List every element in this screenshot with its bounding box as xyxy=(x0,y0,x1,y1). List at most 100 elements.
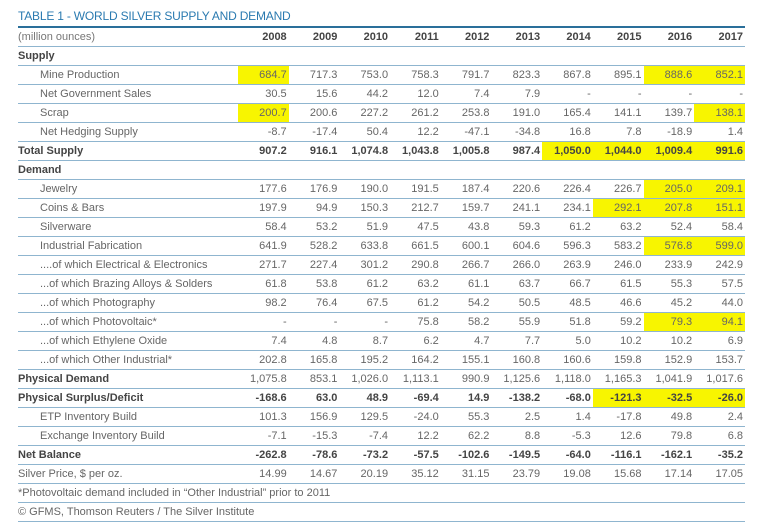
value-cell: 7.4 xyxy=(238,331,289,351)
value-cell: 15.68 xyxy=(592,464,644,484)
value-cell: -34.8 xyxy=(491,122,543,142)
table-row: Total Supply 907.2 916.1 1,074.8 1,043.8 1,00… xyxy=(18,141,745,161)
value-cell: 1,074.8 xyxy=(339,141,391,161)
value-cell: 14.9 xyxy=(440,388,492,408)
value-cell: 159.8 xyxy=(592,350,644,370)
value-cell: 129.5 xyxy=(339,407,391,427)
highlighted-cell: 1,044.0 xyxy=(592,141,644,161)
value-cell: 101.3 xyxy=(238,407,289,427)
value-cell: -5.3 xyxy=(542,426,593,446)
highlighted-cell: 1,009.4 xyxy=(643,141,695,161)
value-cell: -8.7 xyxy=(238,122,289,142)
value-cell: 263.9 xyxy=(542,255,593,275)
value-cell: 49.8 xyxy=(643,407,695,427)
value-cell: 98.2 xyxy=(238,293,289,313)
highlighted-cell: -32.5 xyxy=(643,388,695,408)
value-cell: 43.8 xyxy=(440,217,492,237)
value-cell: 987.4 xyxy=(491,141,543,161)
year-header: 2011 xyxy=(390,27,441,47)
value-cell: 47.5 xyxy=(390,217,441,237)
value-cell: 55.3 xyxy=(440,407,492,427)
value-cell: 55.9 xyxy=(491,312,543,332)
row-label: Supply xyxy=(18,46,745,66)
row-label: Jewelry xyxy=(18,179,238,199)
value-cell: - xyxy=(288,312,340,332)
value-cell: -78.6 xyxy=(288,445,340,465)
value-cell: -24.0 xyxy=(390,407,441,427)
value-cell: -262.8 xyxy=(238,445,289,465)
row-label: Net Government Sales xyxy=(18,84,238,104)
value-cell: -138.2 xyxy=(491,388,543,408)
value-cell: 61.2 xyxy=(339,274,391,294)
value-cell: 246.0 xyxy=(592,255,644,275)
value-cell: 596.3 xyxy=(542,236,593,256)
value-cell: 916.1 xyxy=(288,141,340,161)
value-cell: 155.1 xyxy=(440,350,492,370)
value-cell: 12.2 xyxy=(390,426,441,446)
value-cell: 233.9 xyxy=(643,255,695,275)
table-row: Exchange Inventory Build -7.1 -15.3 -7.4 12.… xyxy=(18,426,745,446)
value-cell: -68.0 xyxy=(542,388,593,408)
value-cell: 241.1 xyxy=(491,198,543,218)
table-row: Silver Price, $ per oz. 14.99 14.67 20.19 35… xyxy=(18,464,745,484)
value-cell: 66.7 xyxy=(542,274,593,294)
value-cell: 75.8 xyxy=(390,312,441,332)
value-cell: 191.5 xyxy=(390,179,441,199)
value-cell: 6.9 xyxy=(694,331,745,351)
value-cell: 2.5 xyxy=(491,407,543,427)
value-cell: -17.8 xyxy=(592,407,644,427)
highlighted-cell: 200.7 xyxy=(238,103,289,123)
table-row: ETP Inventory Build 101.3 156.9 129.5 -24.0 5… xyxy=(18,407,745,427)
value-cell: 50.4 xyxy=(339,122,391,142)
value-cell: 12.0 xyxy=(390,84,441,104)
value-cell: 195.2 xyxy=(339,350,391,370)
value-cell: -162.1 xyxy=(643,445,695,465)
value-cell: 48.5 xyxy=(542,293,593,313)
highlighted-cell: 599.0 xyxy=(694,236,745,256)
table-row: Physical Surplus/Deficit -168.6 63.0 48.9 -6… xyxy=(18,388,745,408)
value-cell: 1,075.8 xyxy=(238,369,289,389)
value-cell: 48.9 xyxy=(339,388,391,408)
value-cell: 139.7 xyxy=(643,103,695,123)
silver-table-document: TABLE 1 - WORLD SILVER SUPPLY AND DEMAND… xyxy=(18,6,745,522)
value-cell: 15.6 xyxy=(288,84,340,104)
value-cell: 1,113.1 xyxy=(390,369,441,389)
value-cell: 63.2 xyxy=(592,217,644,237)
table-row: Coins & Bars 197.9 94.9 150.3 212.7 159.7 241.… xyxy=(18,198,745,218)
value-cell: - xyxy=(238,312,289,332)
value-cell: -7.4 xyxy=(339,426,391,446)
value-cell: -149.5 xyxy=(491,445,543,465)
row-label: ...of which Other Industrial* xyxy=(18,350,238,370)
highlighted-cell: 684.7 xyxy=(238,65,289,85)
section-row: Supply xyxy=(18,46,745,66)
year-header: 2016 xyxy=(643,27,695,47)
year-header: 2013 xyxy=(491,27,543,47)
value-cell: 1,118.0 xyxy=(542,369,593,389)
row-label: Scrap xyxy=(18,103,238,123)
value-cell: 20.19 xyxy=(339,464,391,484)
value-cell: 7.4 xyxy=(440,84,492,104)
value-cell: 758.3 xyxy=(390,65,441,85)
value-cell: 14.99 xyxy=(238,464,289,484)
value-cell: -35.2 xyxy=(694,445,745,465)
value-cell: 191.0 xyxy=(491,103,543,123)
row-label: Total Supply xyxy=(18,141,238,161)
value-cell: 35.12 xyxy=(390,464,441,484)
value-cell: 791.7 xyxy=(440,65,492,85)
value-cell: - xyxy=(643,84,695,104)
value-cell: 867.8 xyxy=(542,65,593,85)
value-cell: 1,005.8 xyxy=(440,141,492,161)
value-cell: 641.9 xyxy=(238,236,289,256)
value-cell: 63.7 xyxy=(491,274,543,294)
highlighted-cell: -121.3 xyxy=(592,388,644,408)
table-row: Mine Production 684.7 717.3 753.0 758.3 791.7… xyxy=(18,65,745,85)
value-cell: 187.4 xyxy=(440,179,492,199)
value-cell: 717.3 xyxy=(288,65,340,85)
value-cell: 16.8 xyxy=(542,122,593,142)
value-cell: -47.1 xyxy=(440,122,492,142)
table-row: ...of which Photovoltaic* - - -75.8 58.2 55.9… xyxy=(18,312,745,332)
value-cell: -15.3 xyxy=(288,426,340,446)
value-cell: 242.9 xyxy=(694,255,745,275)
value-cell: 600.1 xyxy=(440,236,492,256)
value-cell: 45.2 xyxy=(643,293,695,313)
